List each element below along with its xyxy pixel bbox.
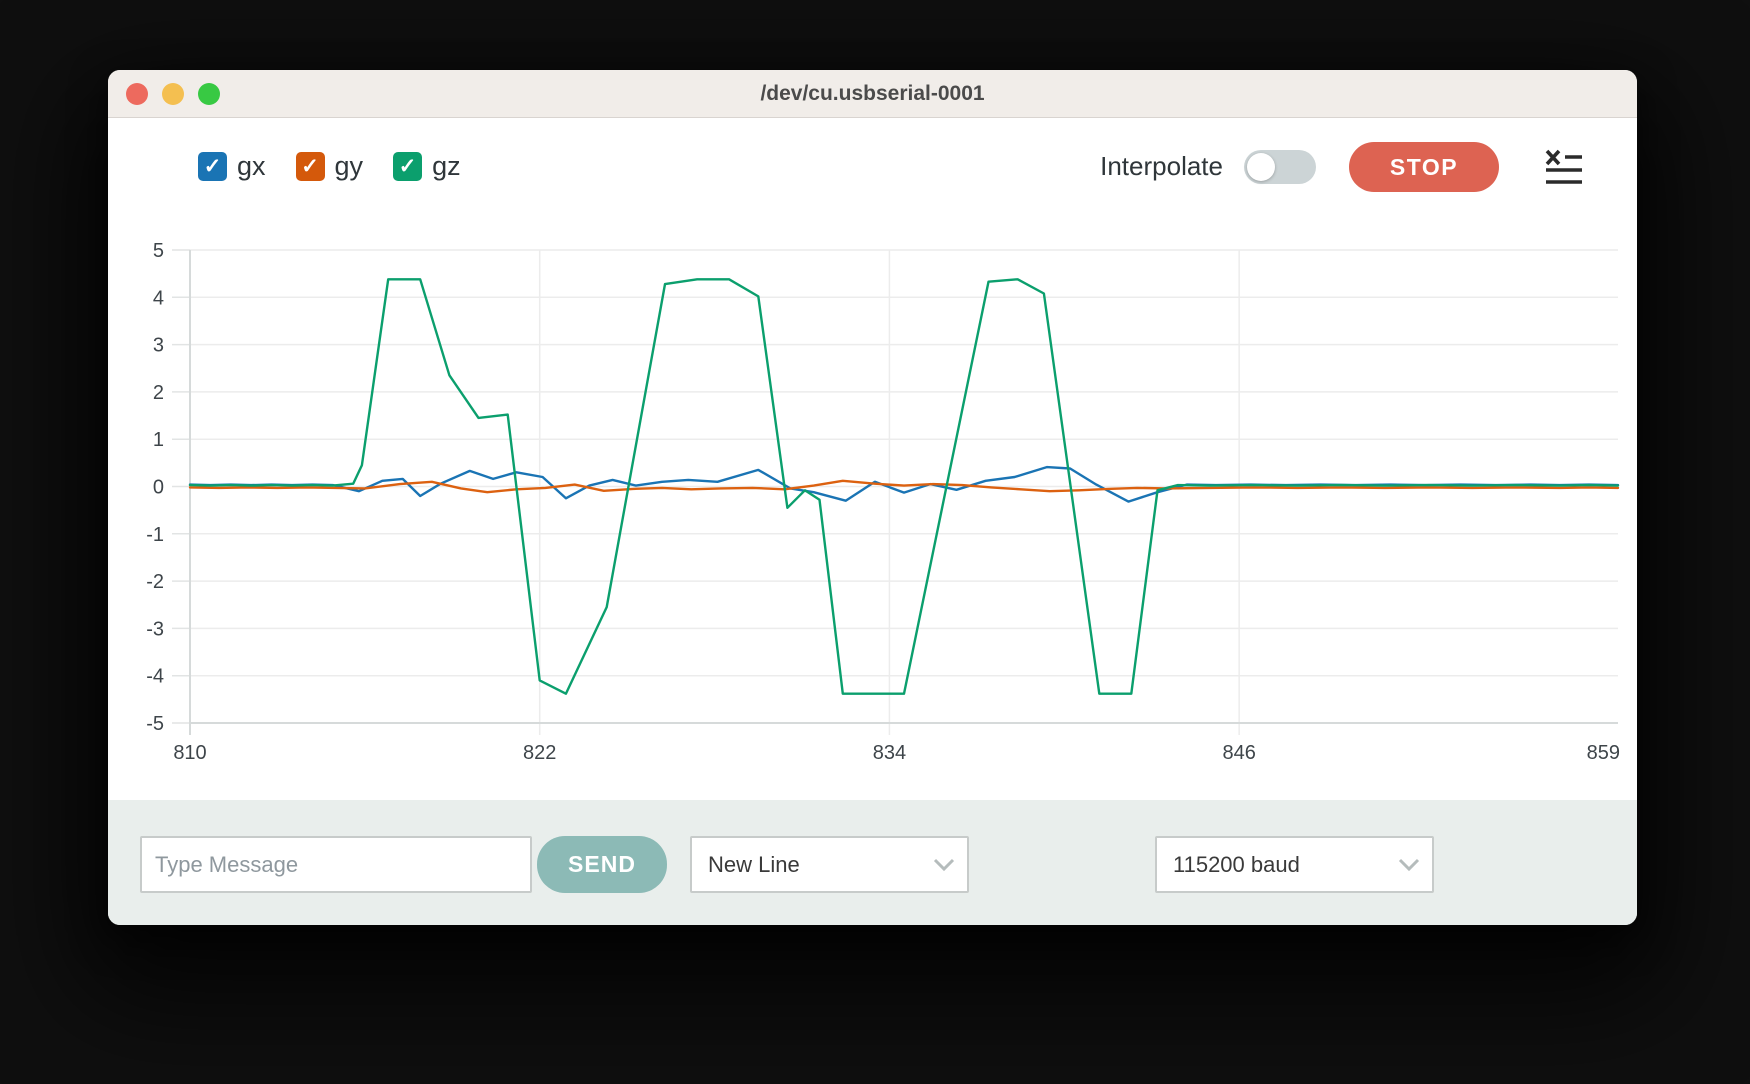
svg-text:4: 4 bbox=[153, 287, 164, 309]
traffic-lights bbox=[126, 70, 220, 117]
svg-text:2: 2 bbox=[153, 382, 164, 404]
chevron-down-icon bbox=[1398, 858, 1420, 872]
clear-list-icon bbox=[1545, 149, 1582, 184]
baud-rate-select[interactable]: 115200 baud bbox=[1155, 836, 1434, 893]
legend-label-gz: gz bbox=[432, 151, 461, 181]
window-title: /dev/cu.usbserial-0001 bbox=[760, 81, 985, 105]
legend-item-gy[interactable]: ✓ gy bbox=[295, 151, 364, 182]
close-window-button[interactable] bbox=[126, 82, 148, 105]
title-bar: /dev/cu.usbserial-0001 bbox=[108, 70, 1637, 118]
message-input[interactable] bbox=[140, 836, 532, 893]
svg-text:-3: -3 bbox=[146, 618, 164, 640]
clear-list-button[interactable] bbox=[1543, 147, 1584, 187]
check-icon: ✓ bbox=[398, 155, 417, 178]
legend-label-gx: gx bbox=[237, 151, 266, 181]
svg-text:1: 1 bbox=[153, 429, 164, 451]
svg-text:0: 0 bbox=[153, 477, 164, 499]
check-icon: ✓ bbox=[203, 155, 222, 178]
svg-text:822: 822 bbox=[523, 742, 556, 764]
checkbox-gz-checked[interactable]: ✓ bbox=[393, 152, 423, 181]
interpolate-toggle[interactable] bbox=[1244, 150, 1316, 184]
svg-text:-5: -5 bbox=[146, 713, 164, 735]
baud-rate-value: 115200 baud bbox=[1173, 851, 1300, 877]
line-ending-select[interactable]: New Line bbox=[690, 836, 969, 893]
svg-text:834: 834 bbox=[873, 742, 906, 764]
checkbox-gx-checked[interactable]: ✓ bbox=[198, 152, 227, 181]
zoom-window-button[interactable] bbox=[198, 82, 220, 105]
legend-label-gy: gy bbox=[334, 151, 364, 181]
svg-text:859: 859 bbox=[1587, 742, 1620, 764]
svg-text:810: 810 bbox=[173, 742, 206, 764]
interpolate-label: Interpolate bbox=[1100, 150, 1223, 181]
legend-item-gz[interactable]: ✓ gz bbox=[393, 151, 461, 182]
bottom-bar: SEND New Line 115200 baud bbox=[108, 800, 1637, 925]
serial-plot[interactable]: 5 4 3 2 1 0 -1 -2 -3 -4 -5 810 822 834 846 859 bbox=[108, 117, 1637, 800]
checkbox-gy-checked[interactable]: ✓ bbox=[295, 152, 325, 181]
svg-text:-4: -4 bbox=[146, 666, 164, 688]
chevron-down-icon bbox=[933, 858, 955, 872]
minimize-window-button[interactable] bbox=[162, 82, 184, 105]
svg-text:846: 846 bbox=[1222, 742, 1255, 764]
toggle-knob bbox=[1247, 153, 1275, 181]
svg-text:-2: -2 bbox=[146, 571, 164, 593]
svg-text:5: 5 bbox=[153, 240, 164, 262]
stop-button[interactable]: STOP bbox=[1349, 142, 1499, 192]
svg-text:3: 3 bbox=[153, 335, 164, 357]
line-ending-value: New Line bbox=[708, 851, 800, 877]
send-button[interactable]: SEND bbox=[537, 836, 667, 893]
check-icon: ✓ bbox=[301, 155, 319, 178]
legend-item-gx[interactable]: ✓ gx bbox=[198, 151, 266, 182]
svg-text:-1: -1 bbox=[146, 524, 164, 546]
app-window: /dev/cu.usbserial-0001 ✓ gx ✓ gy ✓ gz In… bbox=[108, 70, 1637, 925]
series-legend: ✓ gx ✓ gy ✓ gz bbox=[198, 151, 461, 182]
